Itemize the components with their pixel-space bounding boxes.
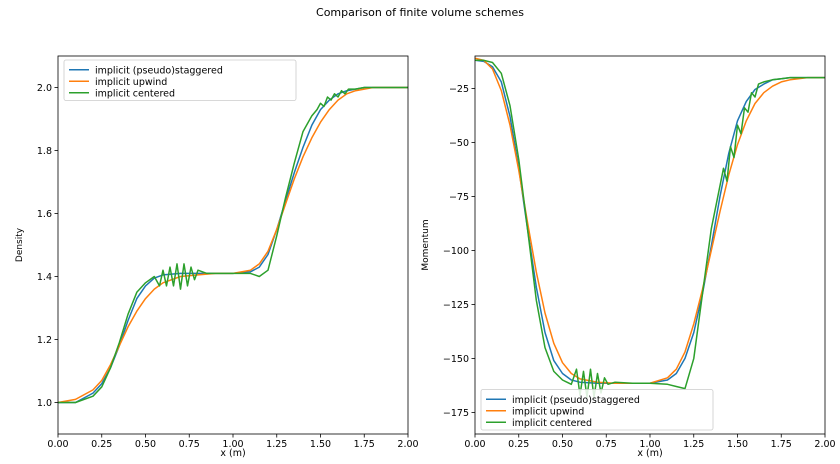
series-line-3 <box>58 86 408 404</box>
x-tick-label: 1.00 <box>639 439 660 450</box>
y-axis-label: Density <box>15 227 25 262</box>
y-tick-label: 1.4 <box>37 272 52 283</box>
y-tick-label: −75 <box>449 192 469 203</box>
y-tick-label: 1.6 <box>37 209 52 220</box>
x-tick-label: 1.00 <box>222 439 243 450</box>
y-tick-label: 1.8 <box>37 146 52 157</box>
y-tick-label: −150 <box>443 354 469 365</box>
series-line-2 <box>57 86 408 404</box>
y-tick-label: −25 <box>449 84 469 95</box>
y-tick-label: −125 <box>443 300 469 311</box>
legend-box <box>480 389 714 431</box>
y-tick-label: −100 <box>443 246 469 257</box>
x-tick-label: 1.50 <box>727 439 748 450</box>
x-tick-label: 0.50 <box>552 439 573 450</box>
legend-label-3: implicit centered <box>95 88 175 99</box>
plot-frame <box>57 55 409 435</box>
y-tick-label: 1.0 <box>37 398 52 409</box>
legend-label-2: implicit upwind <box>95 77 167 88</box>
legend-label-3: implicit centered <box>512 418 592 429</box>
x-tick-label: 0.25 <box>508 439 529 450</box>
x-tick-label: 2.00 <box>814 439 835 450</box>
plot-frame <box>474 55 826 435</box>
legend-label-2: implicit upwind <box>512 406 584 417</box>
legend-box <box>63 59 297 101</box>
y-tick-label: −175 <box>443 408 469 419</box>
x-tick-label: 0.50 <box>135 439 156 450</box>
x-axis-label: x (m) <box>637 448 662 459</box>
x-tick-label: 1.25 <box>683 439 704 450</box>
figure-title: Comparison of finite volume schemes <box>316 6 524 19</box>
legend-label-1: implicit (pseudo)staggered <box>512 395 640 406</box>
x-tick-label: 1.75 <box>354 439 375 450</box>
x-tick-label: 0.00 <box>464 439 485 450</box>
x-tick-label: 0.75 <box>596 439 617 450</box>
x-tick-label: 0.75 <box>179 439 200 450</box>
y-axis-label: Momentum <box>421 219 431 270</box>
x-tick-label: 0.25 <box>91 439 112 450</box>
series-line-3 <box>475 59 825 399</box>
y-tick-label: 2.0 <box>37 83 52 94</box>
density-chart: 0.00 0.25 0.50 0.75 1.00 1.25 1.50 1.75 2.00 1.0 1… <box>15 55 419 459</box>
momentum-chart: 0.00 0.25 0.50 0.75 1.00 1.25 1.50 1.75 2.00 −25 −… <box>421 55 836 459</box>
x-tick-label: 1.75 <box>771 439 792 450</box>
y-tick-label: 1.2 <box>37 335 52 346</box>
x-tick-label: 1.50 <box>310 439 331 450</box>
x-tick-label: 0.00 <box>47 439 68 450</box>
x-tick-label: 1.25 <box>266 439 287 450</box>
y-tick-label: −50 <box>449 138 469 149</box>
x-axis-label: x (m) <box>220 448 245 459</box>
series-line-2 <box>474 57 825 384</box>
legend-label-1: implicit (pseudo)staggered <box>95 65 223 76</box>
x-tick-label: 2.00 <box>397 439 418 450</box>
series-line-1 <box>58 86 408 404</box>
